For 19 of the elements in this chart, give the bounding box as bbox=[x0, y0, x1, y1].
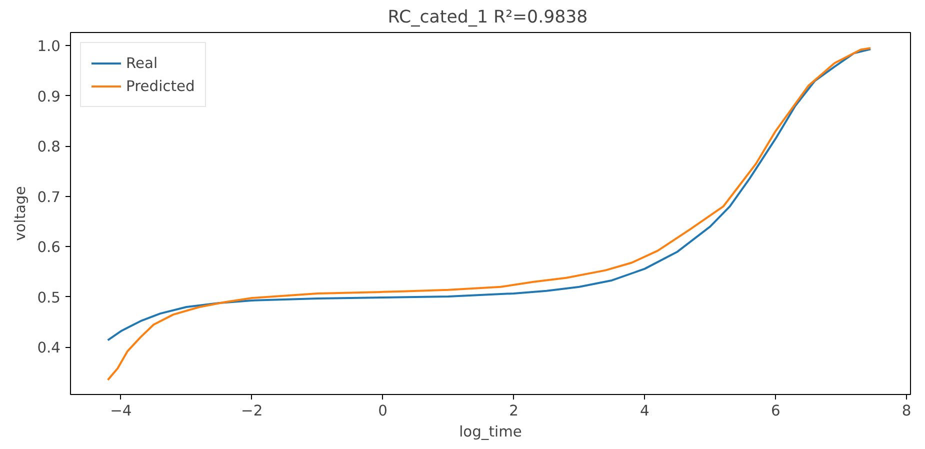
x-tick-label: 2 bbox=[509, 402, 518, 420]
y-tick-label: 0.6 bbox=[37, 239, 61, 256]
y-tick-label: 0.9 bbox=[37, 88, 61, 106]
y-tick-label: 0.8 bbox=[37, 138, 61, 156]
y-tick-label: 0.4 bbox=[37, 340, 61, 357]
x-tick-label: 6 bbox=[770, 402, 780, 420]
legend-label: Real bbox=[126, 54, 158, 72]
y-tick-label: 0.7 bbox=[37, 188, 61, 206]
x-tick-label: 4 bbox=[640, 402, 650, 420]
x-tick-label: −4 bbox=[110, 402, 132, 420]
x-tick-label: 0 bbox=[378, 402, 388, 420]
legend-label: Predicted bbox=[126, 78, 195, 94]
x-tick-label: 8 bbox=[902, 402, 912, 420]
chart-title: RC_cated_1 R²=0.9838 bbox=[388, 8, 588, 28]
y-tick-label: 1.0 bbox=[37, 38, 61, 56]
y-axis-title: voltage bbox=[12, 186, 30, 241]
x-tick-label: −2 bbox=[241, 402, 263, 420]
y-tick-label: 0.5 bbox=[37, 289, 61, 306]
x-axis-title: log_time bbox=[459, 424, 522, 440]
